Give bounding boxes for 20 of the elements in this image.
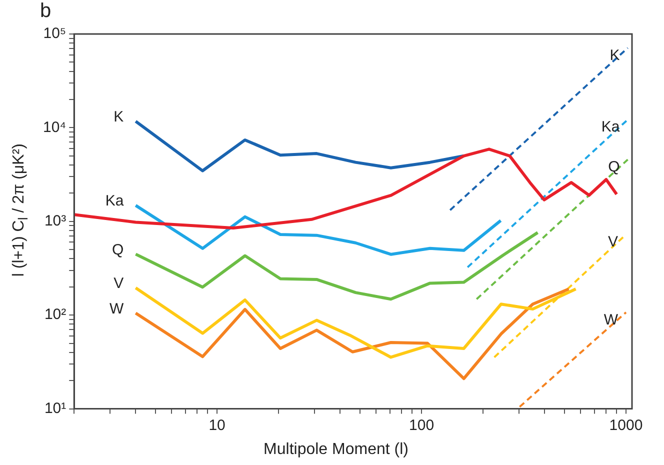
y-tick-label: 10² xyxy=(44,306,66,324)
x-axis-title: Multipole Moment (l) xyxy=(264,440,408,458)
y-tick-label: 10⁵ xyxy=(43,25,66,42)
series-label: K xyxy=(610,47,620,64)
y-tick-label: 10¹ xyxy=(44,400,66,417)
series-label: Q xyxy=(112,241,124,258)
y-tick-label: 10⁴ xyxy=(42,118,66,136)
series-label: Ka xyxy=(105,192,124,210)
series-label: Q xyxy=(608,158,620,176)
series-label: Ka xyxy=(601,118,620,136)
x-tick-label: 10 xyxy=(208,416,226,434)
series-label: W xyxy=(604,311,619,328)
x-tick-label: 100 xyxy=(409,416,434,434)
x-tick-label: 1000 xyxy=(609,416,643,434)
y-tick-label: 10³ xyxy=(44,212,66,230)
series-label: V xyxy=(608,234,618,251)
series-label: W xyxy=(110,300,125,318)
text: b xyxy=(40,0,52,23)
series-label: K xyxy=(114,108,124,126)
series-label: V xyxy=(114,275,124,292)
